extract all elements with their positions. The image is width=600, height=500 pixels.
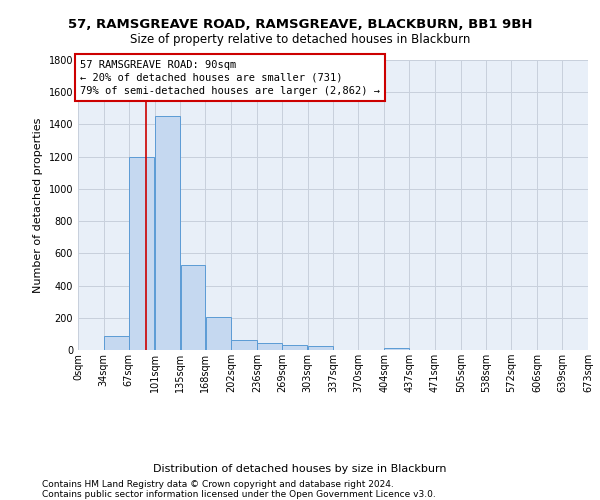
- Text: Distribution of detached houses by size in Blackburn: Distribution of detached houses by size …: [153, 464, 447, 474]
- Bar: [282, 345, 307, 350]
- Y-axis label: Number of detached properties: Number of detached properties: [33, 118, 43, 292]
- Text: 57, RAMSGREAVE ROAD, RAMSGREAVE, BLACKBURN, BB1 9BH: 57, RAMSGREAVE ROAD, RAMSGREAVE, BLACKBU…: [68, 18, 532, 30]
- Bar: [181, 264, 205, 350]
- Bar: [232, 340, 257, 350]
- Text: 57 RAMSGREAVE ROAD: 90sqm
← 20% of detached houses are smaller (731)
79% of semi: 57 RAMSGREAVE ROAD: 90sqm ← 20% of detac…: [80, 60, 380, 96]
- Bar: [308, 346, 333, 350]
- Text: Contains public sector information licensed under the Open Government Licence v3: Contains public sector information licen…: [42, 490, 436, 499]
- Bar: [129, 156, 154, 350]
- Bar: [385, 348, 409, 350]
- Bar: [104, 336, 128, 350]
- Bar: [206, 317, 231, 350]
- Text: Size of property relative to detached houses in Blackburn: Size of property relative to detached ho…: [130, 32, 470, 46]
- Text: Contains HM Land Registry data © Crown copyright and database right 2024.: Contains HM Land Registry data © Crown c…: [42, 480, 394, 489]
- Bar: [257, 343, 281, 350]
- Bar: [155, 116, 180, 350]
